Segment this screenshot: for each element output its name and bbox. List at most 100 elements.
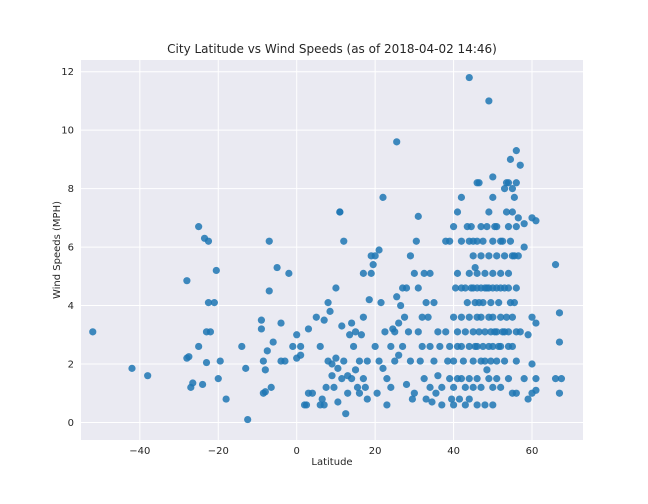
data-point [144,372,152,380]
data-point [297,351,305,359]
data-point [489,313,497,321]
data-point [375,246,383,254]
data-point [479,342,487,351]
data-point [398,342,407,351]
data-point [465,313,473,321]
data-point [493,328,501,336]
data-point [393,138,401,146]
data-point [414,284,422,292]
data-point [471,263,479,272]
data-point [265,237,273,245]
chart-title: City Latitude vs Wind Speeds (as of 2018… [167,42,497,56]
data-point [489,269,497,277]
data-point [477,223,485,231]
data-point [336,208,344,216]
data-point [504,375,513,383]
data-point [391,357,399,365]
data-point [436,342,444,351]
data-point [508,342,517,351]
data-point [551,375,560,383]
data-point [497,383,505,391]
data-point [206,328,215,336]
data-point [483,366,491,374]
data-point [328,360,336,368]
data-point [555,338,564,346]
data-point [332,284,340,292]
data-point [261,366,269,374]
data-point [304,325,313,333]
y-tick-labels: 0 2 4 6 8 10 12 [61,67,74,429]
data-point [348,375,356,383]
data-point [430,299,438,307]
data-point [377,299,385,307]
data-point [371,252,379,260]
data-point [516,161,524,169]
data-point [183,277,191,285]
y-tick-label: 0 [68,418,74,429]
data-point [465,342,473,351]
data-point [514,252,522,260]
data-point [510,193,518,201]
data-point [532,319,540,327]
data-point [426,342,434,351]
data-point [465,269,473,277]
data-point [473,342,481,351]
y-tick-label: 10 [61,126,74,137]
data-point [334,364,342,372]
data-point [532,386,540,394]
data-point [457,193,466,201]
data-point [432,389,440,397]
data-point [524,331,532,339]
data-point [428,398,436,406]
data-point [532,217,540,225]
data-point [497,313,505,321]
data-point [455,395,464,403]
data-point [514,214,522,222]
data-point [328,372,336,380]
data-point [493,375,501,383]
data-point [481,328,489,336]
data-point [391,328,399,336]
x-tick-label: 0 [294,446,300,457]
data-point [412,237,420,245]
data-point [475,179,483,187]
data-point [257,316,266,324]
data-point [520,243,528,251]
data-point [238,342,246,351]
data-point [489,342,497,351]
data-point [408,395,416,403]
data-point [504,269,513,277]
y-tick-label: 2 [68,360,74,371]
data-point [473,375,481,383]
data-point [528,313,536,321]
data-point [504,223,513,231]
data-point [528,360,536,368]
data-point [404,328,413,336]
data-point [453,208,462,216]
data-point [555,309,564,317]
data-point [446,342,454,351]
plot-area [81,60,583,440]
data-point [289,342,297,351]
data-point [406,357,415,365]
data-point [449,313,458,321]
data-point [410,389,418,397]
data-point [204,237,213,245]
data-point [512,223,520,231]
data-point [473,269,481,277]
data-point [395,351,403,359]
data-point [244,415,252,424]
data-point [420,269,428,277]
data-point [418,342,426,351]
data-point [346,331,354,339]
data-point [330,383,338,391]
data-point [524,395,532,403]
data-point [357,331,366,339]
data-point [420,375,428,383]
data-point [551,261,560,269]
data-point [500,357,509,365]
data-point [457,313,466,321]
data-point [449,357,458,365]
data-point [259,357,267,365]
data-point [489,383,497,391]
